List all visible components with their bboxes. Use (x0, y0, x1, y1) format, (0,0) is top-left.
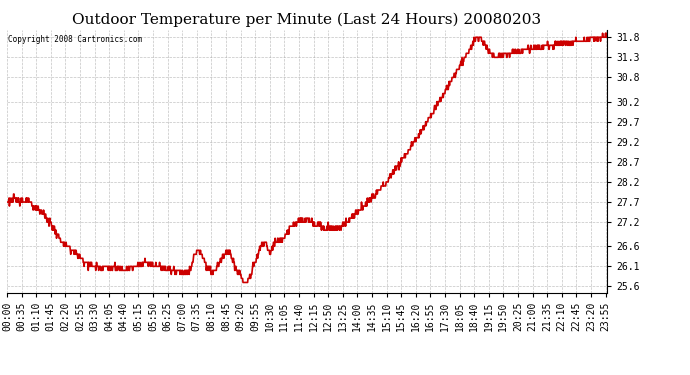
Text: Copyright 2008 Cartronics.com: Copyright 2008 Cartronics.com (8, 35, 142, 44)
Title: Outdoor Temperature per Minute (Last 24 Hours) 20080203: Outdoor Temperature per Minute (Last 24 … (72, 13, 542, 27)
